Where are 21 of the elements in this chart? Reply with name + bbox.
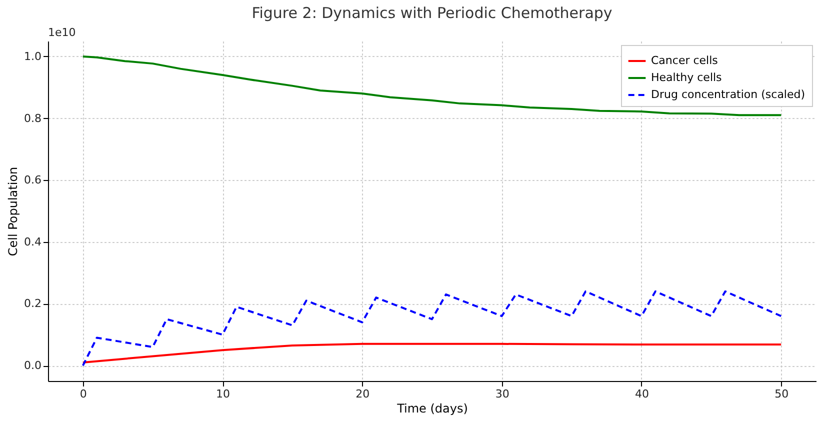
line-series — [82, 290, 782, 367]
x-tick-label: 50 — [774, 388, 789, 400]
y-tick-label: 1.0 — [24, 50, 42, 63]
y-tick-label: 0.2 — [24, 297, 42, 310]
x-tick-label: 20 — [356, 388, 370, 400]
legend-label: Drug concentration (scaled) — [651, 88, 806, 101]
y-tick-label: 0.4 — [24, 235, 42, 248]
y-axis-title: Cell Population — [6, 166, 20, 256]
chart-title: Figure 2: Dynamics with Periodic Chemotherapy — [252, 4, 612, 22]
y-tick-label: 0.6 — [24, 174, 42, 187]
x-tick-label: 10 — [216, 388, 230, 400]
y-tick-label: 0.8 — [24, 112, 42, 125]
x-tick-label: 40 — [634, 388, 649, 400]
legend-label: Cancer cells — [651, 54, 718, 67]
x-tick-label: 0 — [80, 388, 87, 400]
x-axis-title: Time (days) — [396, 402, 468, 416]
text: 1e10 — [48, 26, 76, 39]
legend-label: Healthy cells — [651, 71, 722, 84]
x-tick-label: 30 — [495, 388, 510, 400]
line-series — [82, 342, 782, 364]
y-tick-label: 0.0 — [24, 359, 42, 372]
